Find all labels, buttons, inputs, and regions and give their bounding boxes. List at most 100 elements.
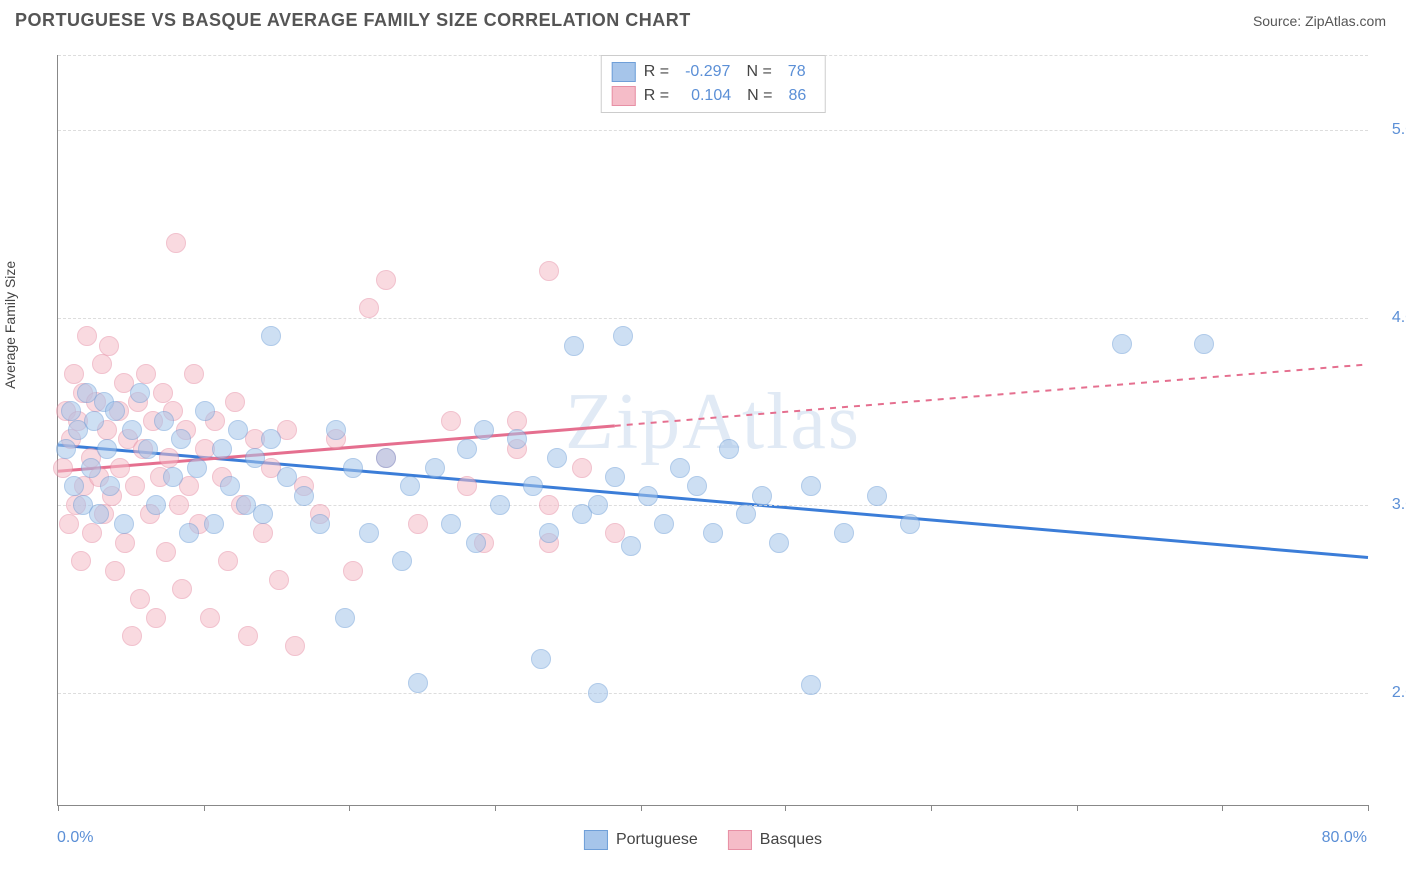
data-point-basques [82,523,102,543]
data-point-basques [507,411,527,431]
x-tick [58,805,59,811]
data-point-portuguese [564,336,584,356]
data-point-portuguese [61,401,81,421]
n-value: 78 [788,63,806,81]
data-point-basques [156,542,176,562]
data-point-basques [105,561,125,581]
data-point-portuguese [253,504,273,524]
data-point-basques [64,364,84,384]
data-point-portuguese [326,420,346,440]
data-point-portuguese [294,486,314,506]
y-tick-label: 5.00 [1392,121,1406,139]
swatch-portuguese [584,830,608,850]
data-point-basques [200,608,220,628]
gridline [58,130,1368,131]
data-point-portuguese [588,683,608,703]
data-point-basques [457,476,477,496]
data-point-portuguese [1112,334,1132,354]
data-point-portuguese [703,523,723,543]
data-point-basques [285,636,305,656]
r-value: -0.297 [685,63,730,81]
data-point-portuguese [867,486,887,506]
data-point-basques [359,298,379,318]
plot-area: ZipAtlas R = -0.297 N = 78 R = 0.104 N =… [57,55,1368,806]
data-point-portuguese [335,608,355,628]
series-legend: Portuguese Basques [584,830,822,850]
data-point-portuguese [204,514,224,534]
data-point-basques [408,514,428,534]
data-point-portuguese [195,401,215,421]
data-point-portuguese [130,383,150,403]
data-point-portuguese [245,448,265,468]
data-point-basques [376,270,396,290]
data-point-portuguese [64,476,84,496]
gridline [58,318,1368,319]
data-point-portuguese [146,495,166,515]
data-point-portuguese [179,523,199,543]
data-point-basques [166,233,186,253]
data-point-portuguese [687,476,707,496]
data-point-portuguese [408,673,428,693]
data-point-basques [110,458,130,478]
data-point-portuguese [523,476,543,496]
data-point-basques [153,383,173,403]
data-point-portuguese [56,439,76,459]
data-point-portuguese [122,420,142,440]
data-point-basques [539,495,559,515]
data-point-portuguese [719,439,739,459]
data-point-basques [53,458,73,478]
data-point-portuguese [376,448,396,468]
data-point-portuguese [736,504,756,524]
data-point-basques [172,579,192,599]
swatch-portuguese [612,62,636,82]
data-point-portuguese [507,429,527,449]
data-point-basques [572,458,592,478]
data-point-basques [59,514,79,534]
data-point-portuguese [138,439,158,459]
data-point-portuguese [400,476,420,496]
data-point-portuguese [588,495,608,515]
data-point-portuguese [457,439,477,459]
data-point-basques [136,364,156,384]
swatch-basques [612,86,636,106]
x-tick [641,805,642,811]
data-point-portuguese [490,495,510,515]
data-point-portuguese [547,448,567,468]
legend-row-basques: R = 0.104 N = 86 [612,84,815,108]
data-point-portuguese [531,649,551,669]
data-point-portuguese [441,514,461,534]
data-point-portuguese [474,420,494,440]
data-point-portuguese [310,514,330,534]
data-point-portuguese [613,326,633,346]
data-point-portuguese [81,458,101,478]
data-point-basques [77,326,97,346]
data-point-basques [99,336,119,356]
data-point-basques [218,551,238,571]
r-label: R = [644,87,669,105]
data-point-basques [125,476,145,496]
y-tick-label: 2.00 [1392,684,1406,702]
y-tick-label: 3.00 [1392,496,1406,514]
data-point-portuguese [84,411,104,431]
data-point-portuguese [261,429,281,449]
data-point-basques [441,411,461,431]
data-point-portuguese [834,523,854,543]
data-point-portuguese [105,401,125,421]
data-point-portuguese [769,533,789,553]
data-point-portuguese [100,476,120,496]
data-point-portuguese [605,467,625,487]
n-label: N = [747,87,772,105]
data-point-portuguese [392,551,412,571]
chart-title: PORTUGUESE VS BASQUE AVERAGE FAMILY SIZE… [15,10,691,31]
y-tick-label: 4.00 [1392,309,1406,327]
r-value: 0.104 [691,87,731,105]
data-point-basques [159,448,179,468]
x-tick [204,805,205,811]
data-point-portuguese [220,476,240,496]
data-point-portuguese [163,467,183,487]
y-axis-label: Average Family Size [2,261,18,389]
x-tick [1077,805,1078,811]
legend-label: Basques [760,831,822,849]
data-point-portuguese [654,514,674,534]
r-label: R = [644,63,669,81]
